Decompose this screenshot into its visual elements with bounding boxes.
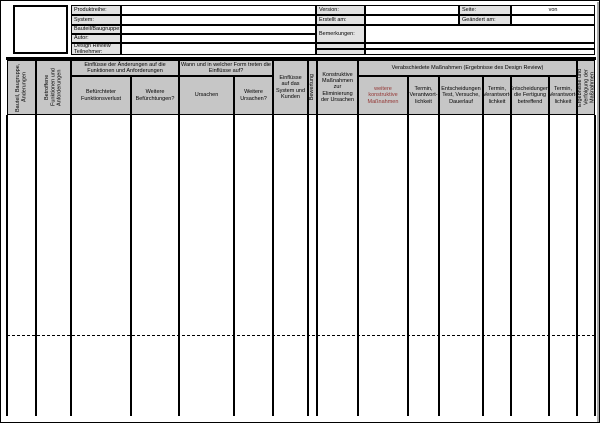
body-grid-line: [407, 115, 409, 416]
col-header-ergebnisse-verfolgung: Ergebnisse und Verfolgung der Maßnahmen: [577, 60, 595, 115]
erstellt-am-field[interactable]: [365, 15, 459, 25]
produktreihe-label: Produktreihe:: [71, 5, 121, 15]
geaendert-am-label: Geändert am:: [459, 15, 511, 25]
body-cell-konstruktive[interactable]: [318, 115, 357, 416]
col-header-bewertung: Bewertung: [308, 60, 317, 115]
col-header-termin-3: Termin, Verantwort-lichkeit: [549, 76, 577, 115]
body-cell-ursachen[interactable]: [180, 115, 233, 416]
extra-row-1-field[interactable]: [365, 43, 595, 49]
body-cell-termin-1[interactable]: [409, 115, 438, 416]
seite-von-field[interactable]: von: [511, 5, 595, 15]
body-grid-line: [548, 115, 550, 416]
bauteil-baugruppe-field[interactable]: [121, 25, 316, 34]
body-grid-line: [510, 115, 512, 416]
design-review-teilnehmer-field[interactable]: [121, 43, 316, 55]
body-cell-entscheidungen-fertigung[interactable]: [512, 115, 548, 416]
extra-row-1-label: [316, 43, 365, 49]
body-grid-line: [70, 115, 72, 416]
produktreihe-field[interactable]: [121, 5, 316, 15]
page-edge-shadow: [597, 2, 599, 422]
body-cell-entscheidungen-test[interactable]: [440, 115, 482, 416]
col-header-termin-2: Termin, Verantwort-lichkeit: [483, 76, 511, 115]
body-cell-bauteil[interactable]: [8, 115, 35, 416]
body-cell-weitere-befuerchtungen[interactable]: [132, 115, 178, 416]
seite-label: Seite:: [459, 5, 511, 15]
body-cell-ergebnisse[interactable]: [578, 115, 594, 416]
body-cell-einfluesse-system[interactable]: [274, 115, 307, 416]
erstellt-am-label: Erstellt am:: [316, 15, 365, 25]
col-header-weitere-ursachen: Weitere Ursachen?: [234, 76, 273, 115]
body-grid-line: [357, 115, 359, 416]
body-grid-line: [272, 115, 274, 416]
body-cell-termin-3[interactable]: [550, 115, 576, 416]
body-grid-line: [594, 115, 596, 416]
extra-row-2-label: [316, 49, 365, 55]
bemerkungen-field[interactable]: [365, 25, 595, 43]
body-grid-line: [482, 115, 484, 416]
col-header-ergebnisse-label: Ergebnisse und Verfolgung der Maßnahmen: [577, 68, 595, 107]
logo-box: [13, 5, 68, 54]
bauteil-baugruppe-label: Bauteil/Baugruppe:: [71, 25, 121, 34]
group-header-einfluesse-aenderungen: Einflüsse der Änderungen auf die Funktio…: [71, 60, 179, 76]
body-cell-weitere-konstruktive[interactable]: [359, 115, 407, 416]
col-header-ursachen: Ursachen: [179, 76, 234, 115]
bemerkungen-label: Bemerkungen:: [316, 25, 365, 43]
body-cell-bewertung[interactable]: [309, 115, 316, 416]
body-grid-line: [130, 115, 132, 416]
version-label: Version:: [316, 5, 365, 15]
body-dashed-separator: [7, 335, 595, 336]
body-grid-line: [233, 115, 235, 416]
col-header-entscheidungen-fertigung: Entscheidungen, die Fertigung betreffend: [511, 76, 549, 115]
col-header-konstruktive-massnahmen: Konstruktive Maßnahmen zur Eliminierung …: [317, 60, 358, 115]
autor-label: Autor:: [71, 34, 121, 43]
body-grid-line: [576, 115, 578, 416]
table-top-divider: [6, 57, 596, 60]
body-grid-line: [6, 115, 8, 416]
system-field[interactable]: [121, 15, 316, 25]
col-header-weitere-konstruktive: weitere konstruktive Maßnahmen: [358, 76, 408, 115]
body-grid-line: [316, 115, 318, 416]
col-header-entscheidungen-test: Entscheidungen Test, Versuche, Dauerlauf: [439, 76, 483, 115]
design-review-teilnehmer-label: Design Review Teilnehmer:: [71, 43, 121, 55]
col-header-einfluesse-system: Einflüsse auf das System und Kunden: [273, 60, 308, 115]
body-grid-line: [438, 115, 440, 416]
autor-field[interactable]: [121, 34, 316, 43]
body-cell-funktionsverlust[interactable]: [72, 115, 130, 416]
system-label: System:: [71, 15, 121, 25]
col-header-bauteil-label: Bauteil, Baugruppe, Änderungen: [15, 63, 28, 112]
body-grid-line: [178, 115, 180, 416]
extra-row-2-field[interactable]: [365, 49, 595, 55]
group-header-wann-form: Wann und in welcher Form treten die Einf…: [179, 60, 273, 76]
col-header-weitere-befuerchtungen: Weitere Befürchtungen?: [131, 76, 179, 115]
col-header-bauteil-baugruppe-aenderungen: Bauteil, Baugruppe, Änderungen: [7, 60, 36, 115]
col-header-termin-1: Termin, Verantwort-lichkeit: [408, 76, 439, 115]
col-header-funktionen-label: Betroffene Funktionen und Anforderungen: [44, 68, 63, 107]
body-grid-line: [35, 115, 37, 416]
group-header-verabschiedete-massnahmen: Verabschiedete Maßnahmen (Ergebnisse des…: [358, 60, 577, 76]
col-header-betroffene-funktionen: Betroffene Funktionen und Anforderungen: [36, 60, 71, 115]
col-header-bewertung-label: Bewertung: [309, 74, 316, 101]
body-grid-line: [307, 115, 309, 416]
body-cell-termin-2[interactable]: [484, 115, 510, 416]
body-cell-weitere-ursachen[interactable]: [235, 115, 272, 416]
geaendert-am-field[interactable]: [511, 15, 595, 25]
version-field[interactable]: [365, 5, 459, 15]
body-cell-funktionen[interactable]: [37, 115, 70, 416]
col-header-befuerchteter-funktionsverlust: Befürchteter Funktionsverlust: [71, 76, 131, 115]
